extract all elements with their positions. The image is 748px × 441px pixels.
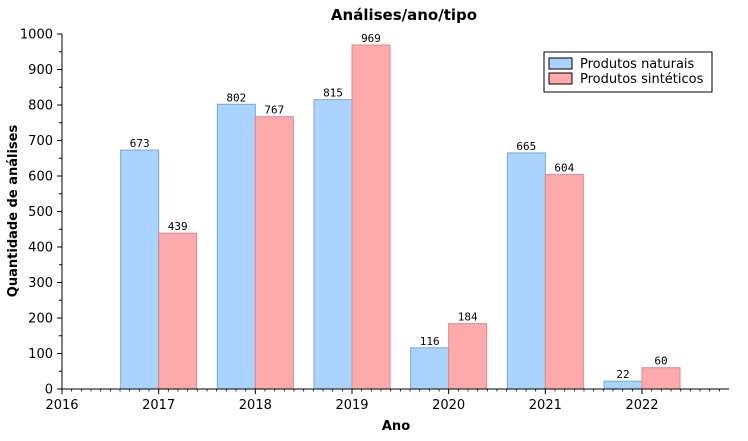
- data-label: 116: [420, 335, 440, 348]
- data-label: 815: [323, 87, 343, 100]
- bar-naturais-2021: [506, 152, 546, 390]
- bar-sinteticos-2018: [254, 116, 294, 390]
- bar-naturais-2017: [120, 149, 160, 390]
- y-tick-label: 200: [28, 312, 53, 327]
- bar-sinteticos-2017: [158, 232, 198, 390]
- x-tick-label: 2021: [529, 398, 562, 413]
- bar-naturais-2022: [603, 380, 643, 390]
- data-label: 439: [168, 220, 188, 233]
- bar-sinteticos-2019: [351, 44, 391, 390]
- chart-title: Análises/ano/tipo: [331, 6, 477, 24]
- data-label: 604: [554, 162, 574, 175]
- bar-sinteticos-2020: [448, 323, 488, 390]
- data-label: 60: [654, 355, 667, 368]
- y-tick-label: 600: [28, 170, 53, 185]
- data-label: 802: [226, 91, 246, 104]
- y-tick-label: 700: [28, 134, 53, 149]
- y-tick-label: 900: [28, 63, 53, 78]
- legend-label: Produtos sintéticos: [580, 72, 704, 87]
- x-tick-label: 2019: [335, 398, 368, 413]
- x-tick-label: 2016: [45, 398, 78, 413]
- legend-swatch: [548, 57, 573, 70]
- bar-sinteticos-2022: [641, 367, 681, 390]
- y-tick-label: 100: [28, 347, 53, 362]
- x-tick-label: 2022: [625, 398, 658, 413]
- x-tick-label: 2017: [142, 398, 175, 413]
- bar-naturais-2020: [410, 347, 450, 390]
- y-tick-label: 500: [28, 205, 53, 220]
- bar-naturais-2019: [313, 99, 353, 390]
- x-tick-label: 2018: [239, 398, 272, 413]
- legend-swatch: [548, 72, 573, 85]
- y-tick-label: 300: [28, 276, 53, 291]
- y-tick-label: 400: [28, 241, 53, 256]
- data-label: 22: [616, 368, 629, 381]
- y-axis-label: Quantidade de análises: [6, 125, 21, 298]
- y-tick-label: 0: [45, 383, 53, 398]
- y-tick-label: 800: [28, 99, 53, 114]
- plot-area: 6734398027678159691161846656042260010020…: [20, 28, 729, 413]
- data-label: 665: [516, 140, 536, 153]
- bar-sinteticos-2021: [544, 174, 584, 390]
- bar-naturais-2018: [216, 103, 256, 390]
- data-label: 673: [130, 137, 150, 150]
- data-label: 969: [361, 32, 381, 45]
- data-label: 184: [458, 311, 478, 324]
- data-label: 767: [264, 104, 284, 117]
- x-axis-label: Ano: [382, 419, 410, 434]
- x-tick-label: 2020: [432, 398, 465, 413]
- legend-label: Produtos naturais: [580, 57, 695, 72]
- y-tick-label: 1000: [20, 28, 53, 43]
